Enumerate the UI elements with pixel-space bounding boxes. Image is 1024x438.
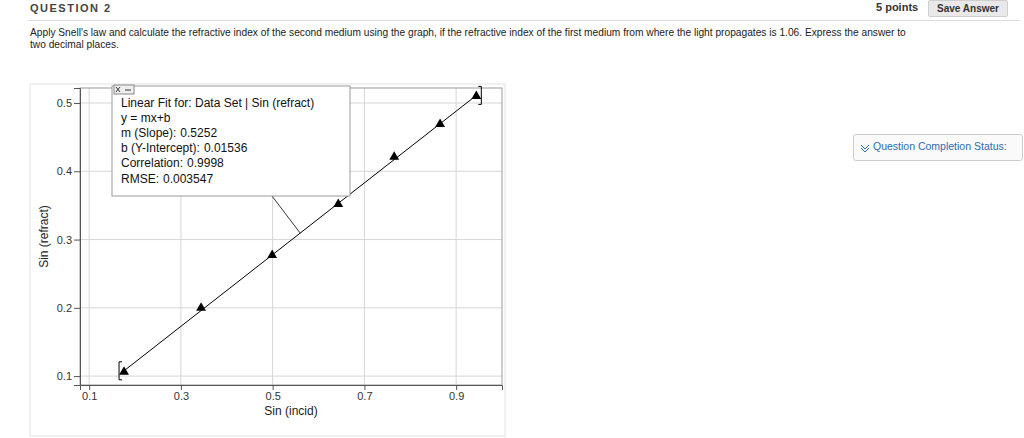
grid-line-x [456,88,457,385]
fit-intercept-part: 0.01536 [204,141,248,155]
y-tick-mark [74,376,80,377]
fit-correlation-part: Correlation: [121,156,183,170]
y-tick: 0.1 [57,370,80,382]
fit-rmse-part: RMSE: [121,172,159,186]
range-bracket-right [478,86,481,104]
x-axis-title: Sin (incid) [264,404,317,418]
x-axis: 0.1 0.3 0.5 0.7 0.9 [81,385,503,402]
annotation-controls[interactable] [114,85,134,94]
y-axis-line [74,89,81,386]
fit-title-part: Linear Fit for: Data Set | Sin (refract) [121,96,314,110]
plot-frame [80,88,502,385]
y-tick-mark [74,103,80,104]
chevron-path [861,145,869,152]
x-tick: 0.5 [266,385,281,402]
y-tick-label: 0.3 [57,234,72,246]
grid-line-y [80,307,502,308]
grid-line-y [80,239,502,240]
x-tick-label: 0.7 [357,390,372,402]
annotation-control-icons [116,87,131,92]
data-point [389,151,399,160]
x-tick-mark [364,385,365,390]
y-tick-label: 0.5 [57,97,72,109]
grid-line-x [364,88,365,385]
chevron-icon [860,143,870,153]
data-point [119,366,129,375]
data-point [471,91,481,100]
y-tick-label: 0.1 [57,370,72,382]
y-tick: 0.2 [57,302,80,314]
fit-correlation-part: 0.9998 [187,156,224,170]
fit-title: Linear Fit for: Data Set | Sin (refract) [121,96,314,110]
question-label: QUESTION 2 [30,2,112,14]
fit-equation-part: y = mx+b [121,111,171,125]
x-tick: 0.3 [174,385,189,402]
x-tick-mark [456,385,457,390]
y-tick-mark [74,240,80,241]
range-bracket-left [119,362,122,380]
x-tick: 0.1 [82,385,97,402]
chart-frame [30,84,505,436]
y-tick: 0.5 [57,97,80,109]
x-tick-mark [273,385,274,390]
y-tick-label: 0.4 [57,165,72,177]
save-answer-button[interactable]: Save Answer [928,0,1008,17]
fit-slope: m (Slope): 0.5252 [121,126,217,140]
x-axis-line [81,386,503,391]
grid-line-x [89,88,90,385]
fit-equation: y = mx+b [121,111,171,125]
data-point [267,250,277,259]
annotation-box [112,86,350,196]
grid [80,88,502,385]
grid-line-y [80,376,502,377]
x-tick-mark [181,385,182,390]
fit-slope-part: 0.5252 [180,126,217,140]
header-rule [28,20,1020,21]
y-tick: 0.3 [57,234,80,246]
completion-status[interactable]: Question Completion Status: [853,134,1023,161]
fit-rmse-part: 0.003547 [163,172,213,186]
fit-slope-part: m (Slope): [121,126,176,140]
x-tick: 0.9 [449,385,464,402]
data-point [333,198,343,207]
x-tick-label: 0.1 [82,390,97,402]
fit-intercept: b (Y-Intercept): 0.01536 [121,141,248,155]
fit-correlation: Correlation: 0.9998 [121,156,224,170]
grid-line-x [180,88,181,385]
chart: 0.1 0.3 0.5 0.7 0.9 0.1 0.2 0.3 0.4 0.5 Sin (incid… [0,0,1024,438]
y-tick-label: 0.2 [57,302,72,314]
grid-line-y [80,171,502,172]
points: 5 points [876,1,918,13]
plot-marks [119,91,481,375]
y-axis: 0.1 0.2 0.3 0.4 0.5 [57,89,81,386]
fit-line [124,95,476,370]
data-point [435,119,445,128]
x-tick-mark [89,385,90,390]
x-tick-label: 0.5 [266,390,281,402]
x-tick: 0.7 [357,385,372,402]
y-tick: 0.4 [57,165,80,177]
question-text: Apply Snell's law and calculate the refr… [30,27,906,38]
y-tick-mark [74,308,80,309]
status-text[interactable]: Question Completion Status: [873,140,1007,152]
annotation-leader [272,196,300,233]
grid-line-y [80,103,502,104]
x-tick-label: 0.3 [174,390,189,402]
grid-line-x [272,88,273,385]
fit-intercept-part: b (Y-Intercept): [121,141,200,155]
y-axis-title: Sin (refract) [37,205,51,268]
y-tick-mark [74,171,80,172]
fit-rmse: RMSE: 0.003547 [121,172,213,186]
fit-annotation: Linear Fit for: Data Set | Sin (refract)… [112,85,350,196]
question-text: two decimal places. [30,39,119,50]
data-point [196,302,206,311]
x-tick-label: 0.9 [449,390,464,402]
